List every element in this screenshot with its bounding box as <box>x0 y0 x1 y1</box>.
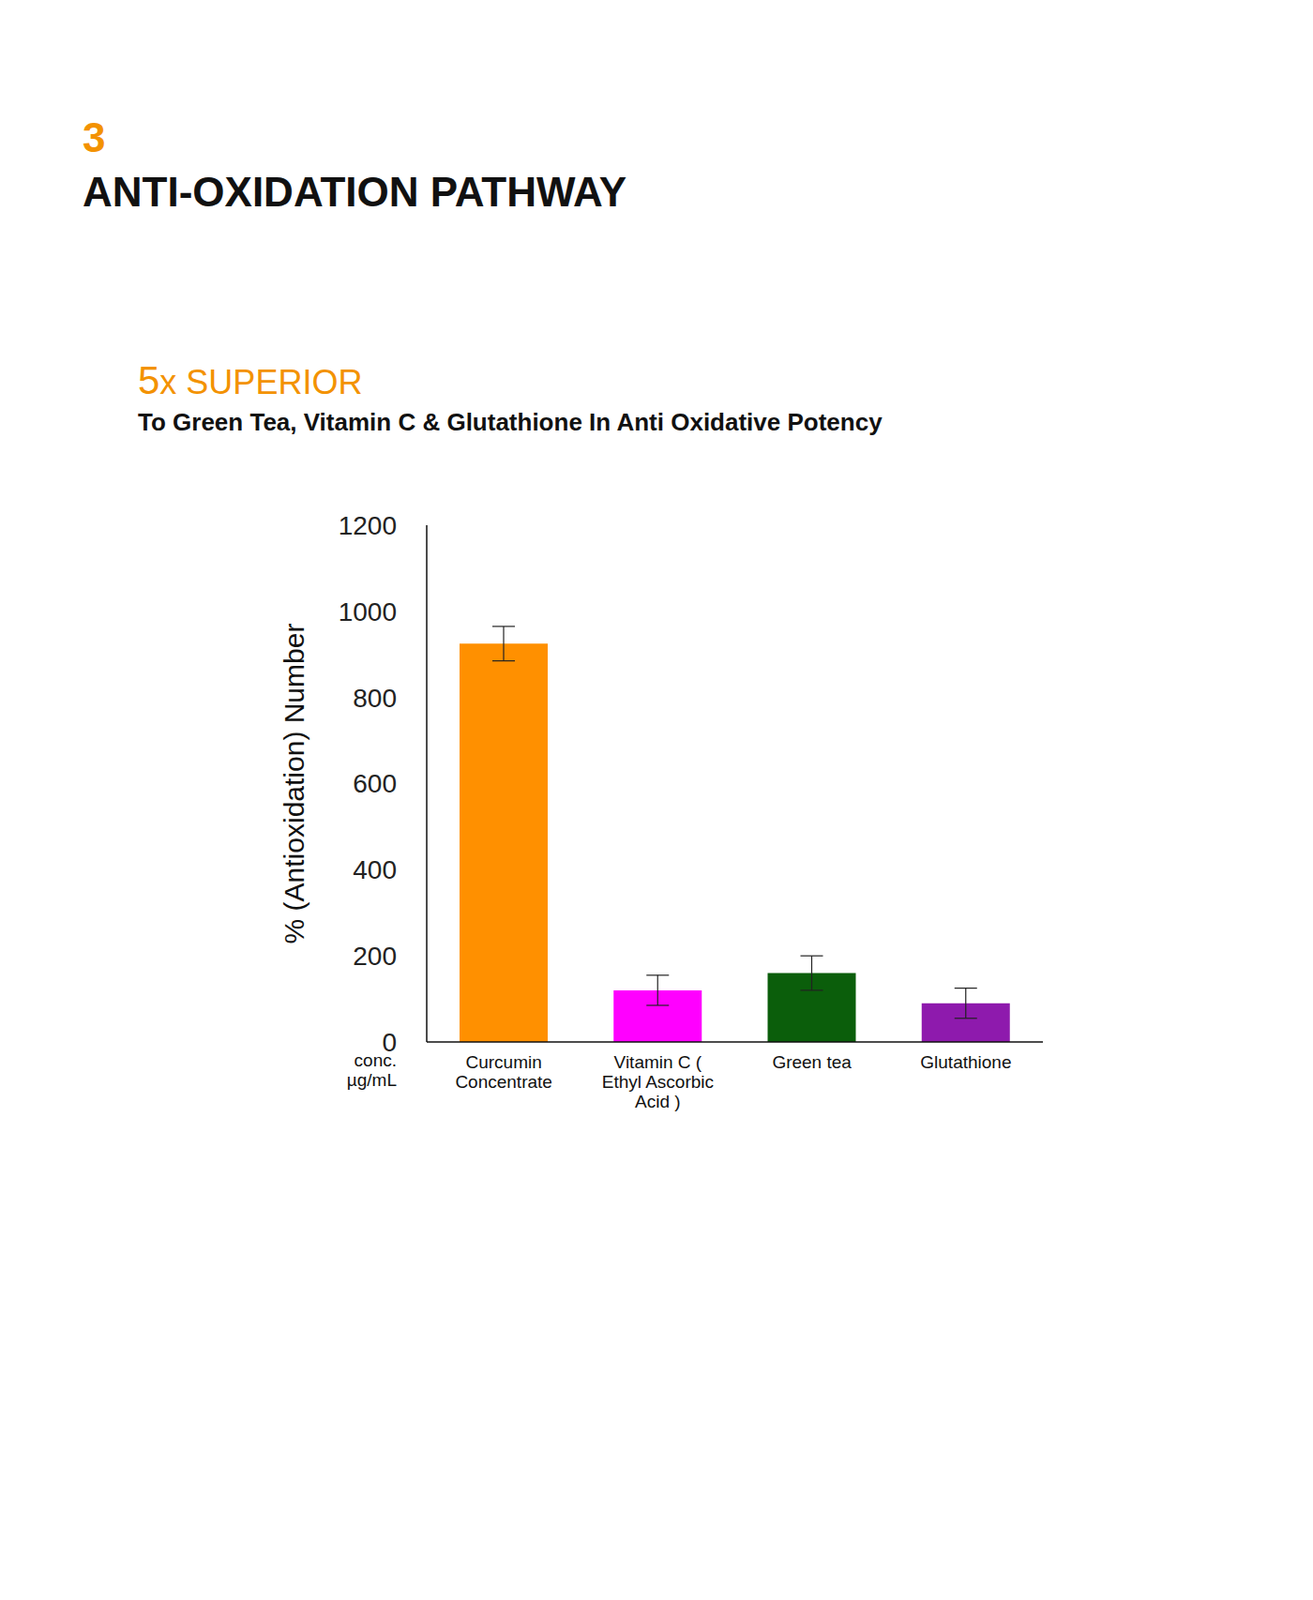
html-text:3: 3 <box>82 114 106 161</box>
svg-text:800: 800 <box>352 683 397 713</box>
svg-text:0: 0 <box>382 1027 397 1057</box>
svg-text:Vitamin C (Ethyl AscorbicAcid: Vitamin C (Ethyl AscorbicAcid ) <box>602 1052 714 1112</box>
html-text:ANTI-OXIDATION PATHWAY: ANTI-OXIDATION PATHWAY <box>82 168 627 215</box>
svg-text:600: 600 <box>352 769 397 799</box>
svg-text:Green tea: Green tea <box>771 1052 852 1072</box>
svg-text:% (Antioxidation) Number: % (Antioxidation) Number <box>278 623 310 945</box>
html-text:5 x SUPERIOR: 5 x SUPERIOR <box>137 358 363 403</box>
svg-text:1000: 1000 <box>338 597 397 627</box>
html-text:conc. µg/mL: conc. µg/mL <box>346 1050 397 1090</box>
svg-text:CurcuminConcentrate: CurcuminConcentrate <box>454 1052 553 1092</box>
html-text:To Green Tea, Vitamin C & Glut: To Green Tea, Vitamin C & Glutathione In… <box>137 407 883 437</box>
svg-text:Glutathione: Glutathione <box>920 1052 1012 1072</box>
svg-text:400: 400 <box>352 855 397 885</box>
svg-text:200: 200 <box>352 941 397 971</box>
svg-text:1200: 1200 <box>338 511 397 541</box>
